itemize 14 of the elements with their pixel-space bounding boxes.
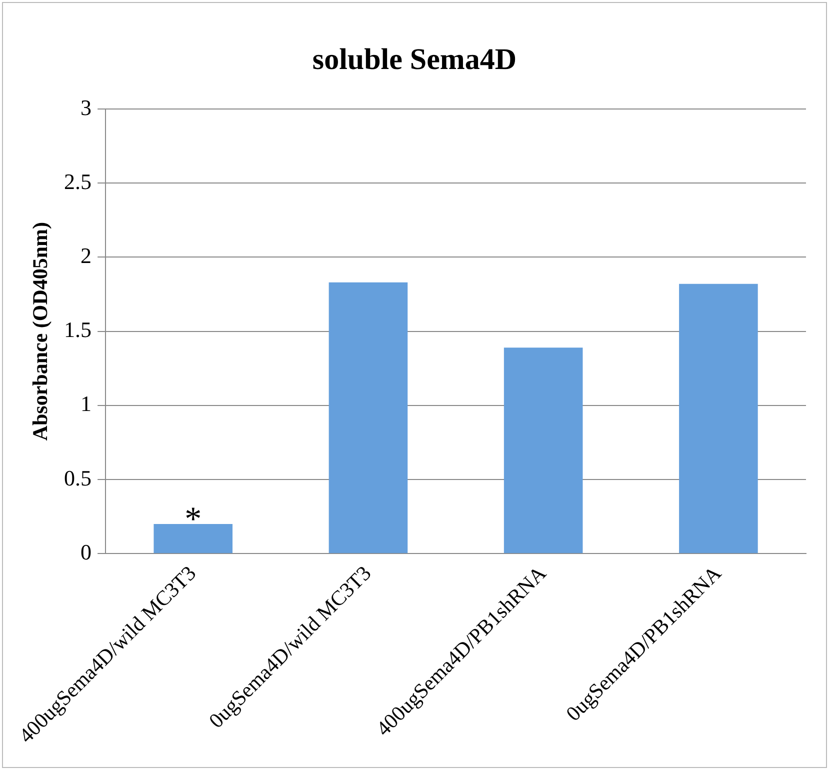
y-tick-label: 0 <box>80 539 92 564</box>
bar <box>154 524 233 554</box>
y-axis-title: Absorbance (OD405nm) <box>28 222 52 441</box>
y-tick-label: 2.5 <box>64 168 92 194</box>
y-tick-label: 1 <box>80 391 92 416</box>
y-tick-label: 1.5 <box>64 317 92 342</box>
y-tick-label: 3 <box>80 94 92 120</box>
bar <box>504 348 583 554</box>
chart-title: soluble Sema4D <box>312 42 517 76</box>
y-tick-label: 0.5 <box>64 465 92 490</box>
y-tick-label: 2 <box>80 243 92 268</box>
bar <box>328 282 408 554</box>
bar <box>679 284 758 554</box>
annotation: * <box>184 500 202 538</box>
